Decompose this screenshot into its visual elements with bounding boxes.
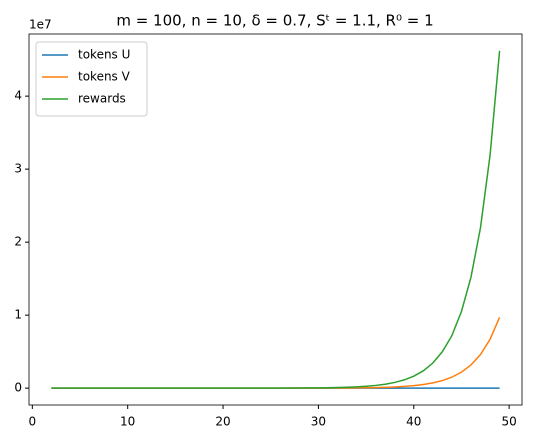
x-tick-label: 50	[501, 415, 516, 429]
line-series	[51, 317, 501, 389]
legend-label: tokens U	[78, 48, 130, 62]
chart-title: m = 100, n = 10, δ = 0.7, Sᵗ = 1.1, R⁰ =…	[116, 12, 433, 30]
x-tick-label: 30	[311, 415, 326, 429]
x-tick-label: 20	[215, 415, 230, 429]
legend-label: rewards	[78, 92, 126, 106]
x-tick-label: 10	[120, 415, 135, 429]
y-tick-label: 4	[14, 89, 22, 103]
line-series	[51, 50, 501, 389]
x-tick-label: 40	[406, 415, 421, 429]
legend-label: tokens V	[78, 70, 131, 84]
y-tick-label: 1	[14, 308, 22, 322]
legend-box	[35, 41, 148, 117]
x-tick-label: 0	[29, 415, 37, 429]
y-tick-label: 2	[14, 235, 22, 249]
y-tick-label: 3	[14, 162, 22, 176]
plot-frame	[28, 33, 523, 406]
y-tick-label: 0	[14, 381, 22, 395]
y-offset-label: 1e7	[29, 18, 52, 32]
